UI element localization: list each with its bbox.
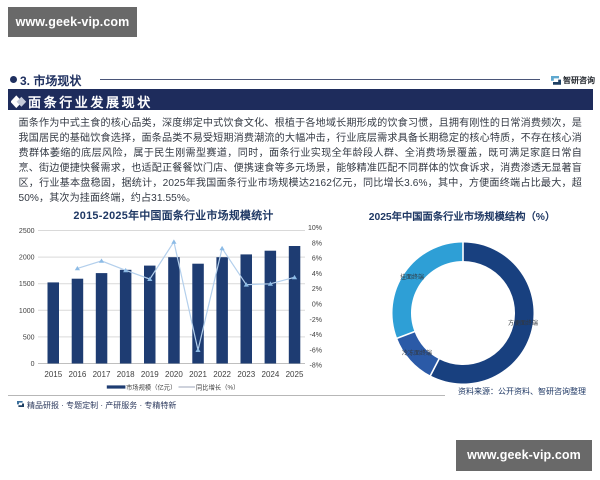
svg-text:10%: 10% [308, 225, 322, 232]
svg-text:2025: 2025 [286, 370, 304, 379]
svg-text:8%: 8% [312, 240, 322, 247]
svg-text:1500: 1500 [19, 281, 35, 288]
svg-text:2015: 2015 [44, 370, 62, 379]
svg-text:1000: 1000 [19, 308, 35, 315]
svg-text:2024: 2024 [262, 370, 280, 379]
svg-text:2018: 2018 [117, 370, 135, 379]
svg-text:2%: 2% [312, 286, 322, 293]
svg-text:-2%: -2% [310, 317, 322, 324]
svg-text:-8%: -8% [310, 363, 322, 370]
svg-text:2016: 2016 [69, 370, 87, 379]
svg-text:方便面终端: 方便面终端 [508, 319, 538, 327]
svg-text:0%: 0% [312, 302, 322, 309]
svg-text:2020: 2020 [165, 370, 183, 379]
svg-text:2017: 2017 [93, 370, 111, 379]
svg-text:冷冻面终端: 冷冻面终端 [402, 349, 432, 357]
svg-text:500: 500 [23, 334, 35, 341]
svg-text:2023: 2023 [237, 370, 255, 379]
svg-text:挂面终端: 挂面终端 [400, 273, 424, 281]
svg-text:-4%: -4% [310, 332, 322, 339]
svg-text:市场规模（亿元）: 市场规模（亿元） [126, 383, 176, 392]
svg-text:6%: 6% [312, 256, 322, 263]
svg-text:2021: 2021 [189, 370, 207, 379]
svg-text:2000: 2000 [19, 255, 35, 262]
svg-text:2019: 2019 [141, 370, 159, 379]
svg-text:4%: 4% [312, 271, 322, 278]
svg-text:2022: 2022 [213, 370, 231, 379]
svg-text:0: 0 [31, 361, 35, 368]
svg-text:同比增长（%）: 同比增长（%） [196, 383, 239, 392]
svg-text:2500: 2500 [19, 228, 35, 235]
svg-text:-6%: -6% [310, 347, 322, 354]
